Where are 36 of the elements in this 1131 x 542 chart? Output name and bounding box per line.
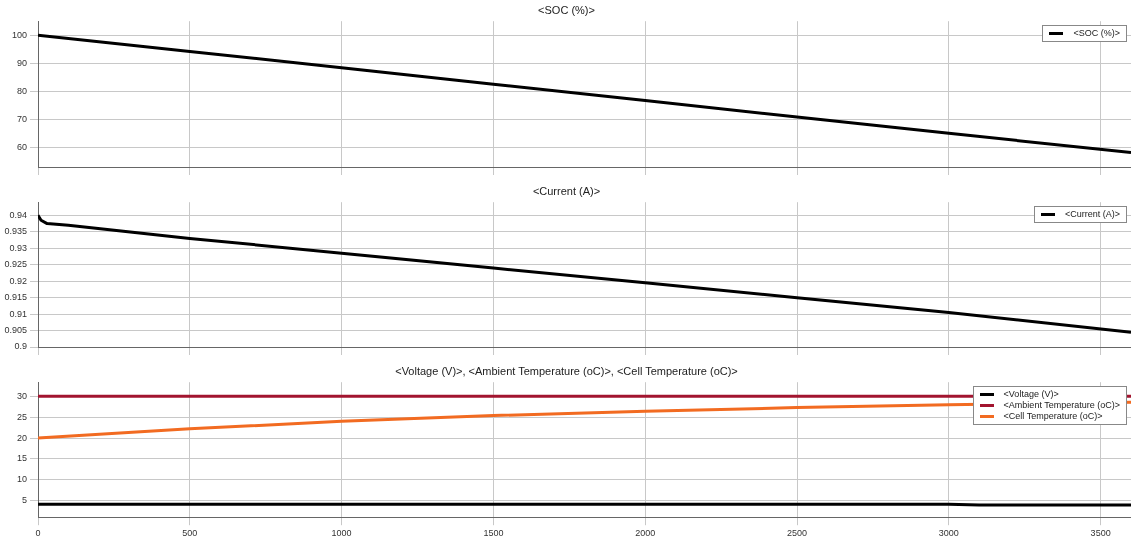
y-tick-label: 0.94 bbox=[9, 209, 27, 220]
y-tick-label: 15 bbox=[16, 453, 27, 464]
y-tick-label: 0.92 bbox=[9, 275, 27, 286]
y-tick-label: 0.9 bbox=[14, 341, 27, 352]
x-tick-label: 1000 bbox=[331, 528, 352, 539]
y-tick-label: 30 bbox=[16, 390, 27, 401]
x-tick-label: 500 bbox=[182, 528, 198, 539]
x-tick-label: 3000 bbox=[938, 528, 959, 539]
legend-label: <Voltage (V)> bbox=[1003, 389, 1059, 401]
x-tick-label: 2500 bbox=[787, 528, 808, 539]
x-tick-label: 3500 bbox=[1090, 528, 1111, 539]
chart-title: <Current (A)> bbox=[532, 184, 601, 197]
x-tick-label: 0 bbox=[35, 528, 41, 539]
y-tick-label: 0.905 bbox=[4, 325, 27, 336]
x-tick-label: 2000 bbox=[635, 528, 656, 539]
y-tick-label: 0.935 bbox=[4, 226, 27, 237]
legend-label: <Ambient Temperature (oC)> bbox=[1003, 400, 1120, 412]
y-tick-label: 0.93 bbox=[9, 242, 27, 253]
y-tick-label: 0.91 bbox=[9, 308, 27, 319]
y-tick-label: 70 bbox=[16, 113, 27, 124]
y-tick-label: 10 bbox=[16, 474, 27, 485]
y-tick-label: 5 bbox=[21, 495, 27, 506]
y-tick-label: 90 bbox=[16, 57, 27, 68]
y-tick-label: 100 bbox=[11, 29, 27, 40]
y-tick-label: 25 bbox=[16, 411, 27, 422]
y-tick-label: 0.925 bbox=[4, 259, 27, 270]
y-tick-label: 20 bbox=[16, 432, 27, 443]
y-tick-label: 80 bbox=[16, 85, 27, 96]
chart-title: <SOC (%)> bbox=[538, 3, 595, 16]
y-tick-label: 0.915 bbox=[4, 292, 27, 303]
y-tick-label: 60 bbox=[16, 141, 27, 152]
chart-title: <Voltage (V)>, <Ambient Temperature (oC)>, <Cell Temperature (oC)> bbox=[395, 364, 738, 377]
x-tick-label: 1500 bbox=[483, 528, 504, 539]
legend-label: <Current (A)> bbox=[1064, 209, 1120, 221]
legend-label: <Cell Temperature (oC)> bbox=[1003, 411, 1103, 423]
legend-label: <SOC (%)> bbox=[1073, 28, 1120, 40]
